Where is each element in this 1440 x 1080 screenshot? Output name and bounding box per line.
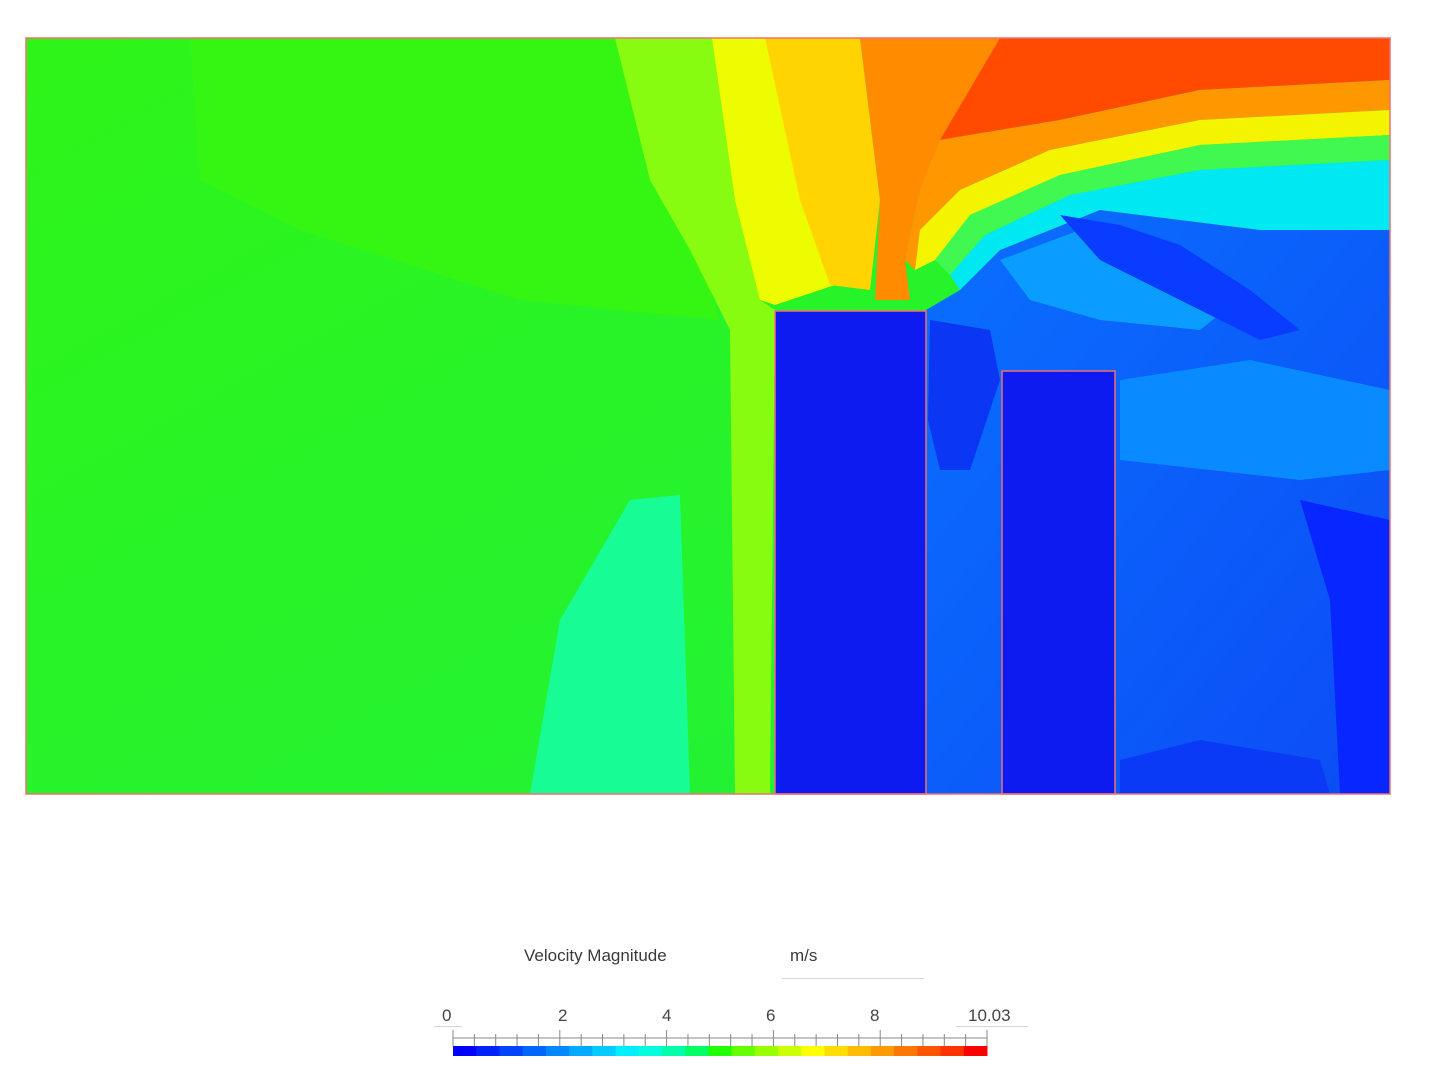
legend-title: Velocity Magnitude: [524, 946, 667, 965]
colorbar-swatch: [824, 1046, 849, 1056]
colorbar-swatch: [569, 1046, 593, 1056]
colorbar-swatch: [708, 1046, 733, 1056]
colorbar-swatch: [522, 1046, 547, 1056]
colorbar-swatch: [545, 1046, 570, 1056]
colorbar-swatch: [940, 1046, 965, 1056]
domain-outline: [25, 37, 1391, 795]
colorbar-swatch: [661, 1046, 686, 1056]
colorbar-swatch: [685, 1046, 709, 1056]
colorbar-swatch: [592, 1046, 617, 1056]
orange-shear: [905, 80, 1390, 270]
lower-cyan-wedge: [530, 495, 690, 794]
colorbar-swatch: [870, 1046, 895, 1056]
contour-field: [26, 38, 1390, 794]
gold-band: [765, 38, 880, 290]
yellow-green-band: [615, 38, 775, 794]
legend-tick-label: 4: [662, 1006, 672, 1025]
colorbar-swatch: [963, 1046, 988, 1056]
legend-tick-label: 8: [870, 1006, 880, 1025]
legend-colorbar: [452, 1030, 988, 1056]
legend-max-field[interactable]: 10.03: [956, 1002, 1028, 1027]
colorbar-swatch: [917, 1046, 942, 1056]
colorbar-swatch: [499, 1046, 524, 1056]
colorbar-swatch: [615, 1046, 640, 1056]
wake-bottom-dark: [1120, 740, 1330, 794]
gap-dark-region: [928, 320, 1000, 470]
colorbar-swatch: [801, 1046, 825, 1056]
legend-tick-label: 6: [766, 1006, 776, 1025]
legend-tick-label: 2: [558, 1006, 568, 1025]
color-legend: Velocity Magnitude m/s 0 10.03 2 4 6 8: [0, 930, 1440, 1080]
cyan-shear: [950, 160, 1390, 290]
unit-selector[interactable]: m/s: [782, 938, 924, 979]
colorbar-swatch: [778, 1046, 802, 1056]
yellow-shear: [915, 110, 1390, 270]
legend-max-value: 10.03: [968, 1006, 1011, 1025]
legend-min-value: 0: [442, 1006, 452, 1025]
wake-edge-dark: [1300, 500, 1390, 794]
wake-vortex-dark: [1060, 215, 1300, 340]
upper-green-band: [190, 38, 720, 320]
red-core: [940, 38, 1390, 140]
unit-label: m/s: [790, 946, 818, 965]
legend-min-field[interactable]: 0: [434, 1002, 462, 1027]
colorbar-swatch: [754, 1046, 779, 1056]
colorbar-swatch: [847, 1046, 872, 1056]
colorbar-swatch: [476, 1046, 500, 1056]
green-shear: [935, 135, 1390, 275]
colorbar-swatch: [731, 1046, 756, 1056]
colorbar-swatch: [894, 1046, 918, 1056]
wake-mid-band: [1120, 360, 1390, 480]
velocity-contour-viewport[interactable]: [0, 0, 1440, 820]
tall-building[interactable]: [774, 310, 927, 795]
colorbar-swatch: [453, 1046, 477, 1056]
short-building[interactable]: [1001, 370, 1116, 795]
colorbar-swatch: [638, 1046, 663, 1056]
